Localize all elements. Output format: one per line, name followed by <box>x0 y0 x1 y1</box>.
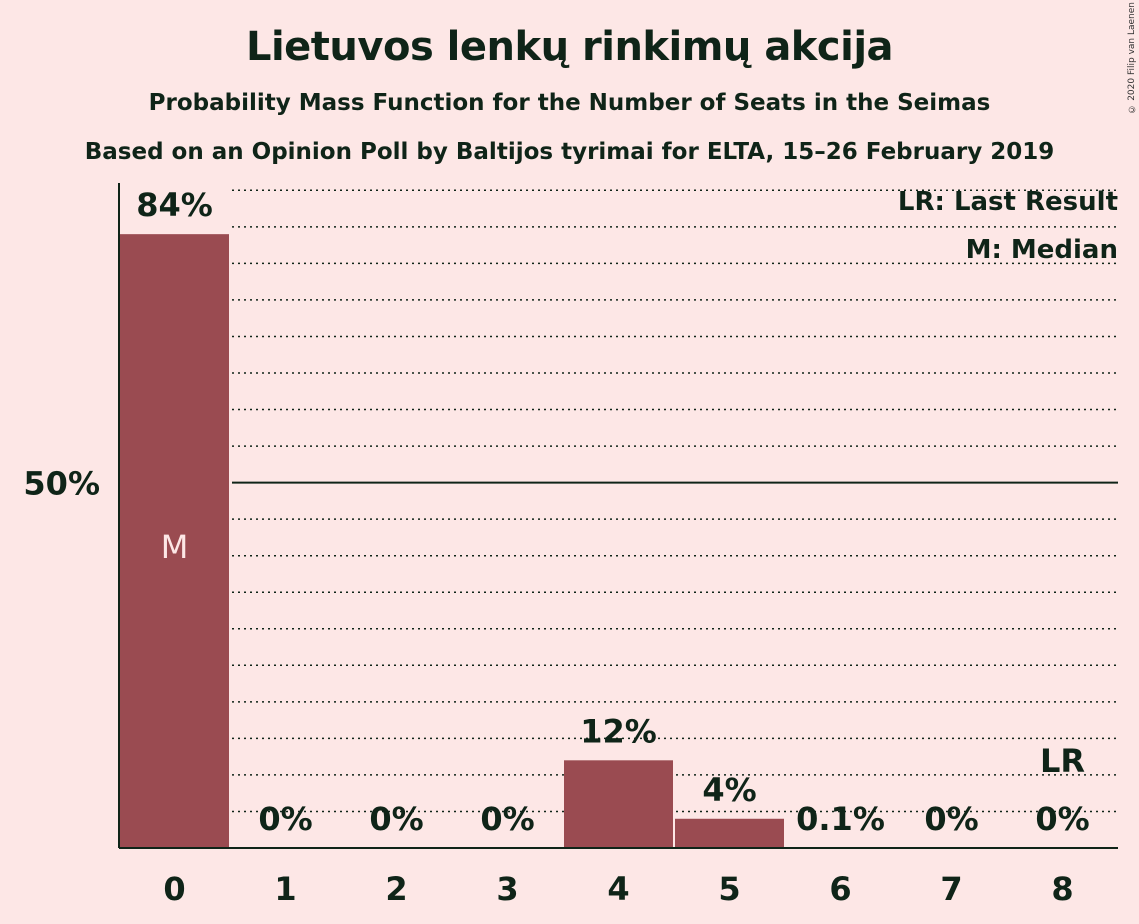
x-tick-label-5: 5 <box>718 870 740 908</box>
gridlines: 50% <box>23 189 1118 813</box>
x-tick-label-1: 1 <box>274 870 296 908</box>
value-label-8: 0% <box>1035 800 1089 838</box>
legend-last-result: LR: Last Result <box>898 187 1118 217</box>
value-label-1: 0% <box>258 800 312 838</box>
y-tick-label: 50% <box>23 465 100 503</box>
x-tick-label-8: 8 <box>1051 870 1073 908</box>
value-label-6: 0.1% <box>796 800 885 838</box>
bars <box>120 234 784 849</box>
bar-5 <box>675 818 784 848</box>
x-tick-label-0: 0 <box>163 870 185 908</box>
value-label-2: 0% <box>369 800 423 838</box>
last-result-marker: LR <box>1040 742 1085 780</box>
axes <box>118 183 1118 849</box>
value-label-4: 12% <box>580 712 657 750</box>
median-marker: M <box>161 528 189 566</box>
bar-4 <box>564 760 673 848</box>
chart-source-note: Based on an Opinion Poll by Baltijos tyr… <box>84 139 1055 165</box>
x-tick-label-6: 6 <box>829 870 851 908</box>
value-label-3: 0% <box>480 800 534 838</box>
x-tick-label-2: 2 <box>385 870 407 908</box>
value-label-7: 0% <box>924 800 978 838</box>
chart-subtitle: Probability Mass Function for the Number… <box>148 90 991 116</box>
legend-median: M: Median <box>966 235 1118 265</box>
x-tick-label-3: 3 <box>496 870 518 908</box>
value-label-0: 84% <box>136 186 213 224</box>
value-labels: 84% 0 0% 1 0% 2 0% 3 12% 4 4% 5 0.1% 6 0% 7 0% 8 M LR <box>136 186 1089 908</box>
bar-0 <box>120 234 229 849</box>
chart-title: Lietuvos lenkų rinkimų akcija <box>245 24 894 70</box>
x-tick-label-4: 4 <box>607 870 629 908</box>
x-tick-label-7: 7 <box>940 870 962 908</box>
value-label-5: 4% <box>702 771 756 809</box>
